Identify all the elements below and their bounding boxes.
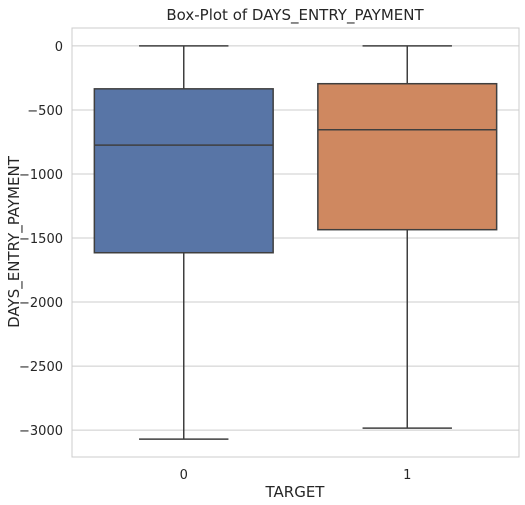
- y-tick-label: −1500: [19, 232, 63, 247]
- box-group-1: [318, 46, 497, 428]
- y-axis-label: DAYS_ENTRY_PAYMENT: [5, 155, 24, 328]
- box-body: [94, 89, 273, 253]
- y-tick-label: −2000: [19, 296, 63, 311]
- y-tick-label: −3000: [19, 424, 63, 439]
- x-axis-label: TARGET: [265, 483, 326, 501]
- y-tick-label: 0: [55, 40, 63, 55]
- chart-title: Box-Plot of DAYS_ENTRY_PAYMENT: [166, 6, 424, 25]
- y-tick-label: −500: [27, 104, 63, 119]
- x-tick-label: 1: [403, 468, 411, 483]
- box-body: [318, 84, 497, 230]
- box-group-0: [94, 46, 273, 439]
- x-tick-label: 0: [180, 468, 188, 483]
- boxes: [94, 46, 496, 439]
- y-tick-labels: 0 −500 −1000 −1500 −2000 −2500 −3000: [19, 40, 63, 439]
- y-tick-label: −1000: [19, 168, 63, 183]
- y-tick-label: −2500: [19, 360, 63, 375]
